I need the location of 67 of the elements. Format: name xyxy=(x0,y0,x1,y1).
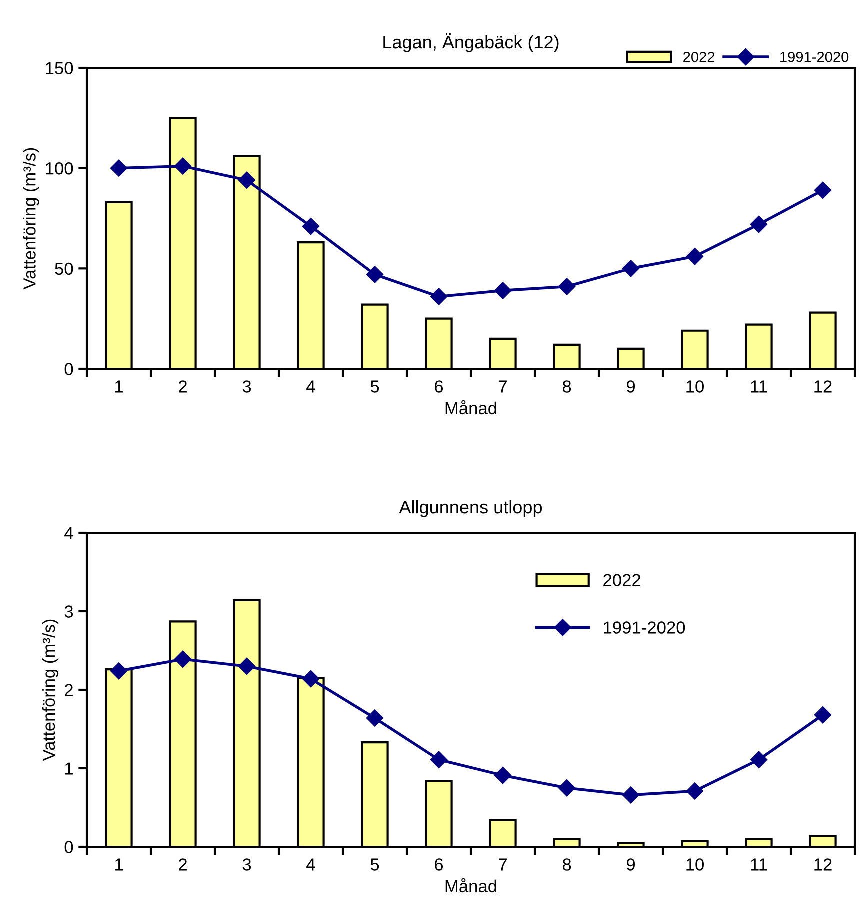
point xyxy=(750,751,768,768)
chart-title: Lagan, Ängabäck (12) xyxy=(384,33,559,52)
point xyxy=(494,767,512,784)
x-tick-label: 9 xyxy=(626,380,636,393)
y-tick-label: 150 xyxy=(46,62,74,74)
x-tick-label: 5 xyxy=(370,380,380,393)
y-axis-title: Vattenföring (m³/s) xyxy=(42,620,59,762)
point xyxy=(814,706,832,724)
point xyxy=(622,260,640,278)
point xyxy=(430,288,448,306)
point xyxy=(110,662,128,680)
x-tick-label: 6 xyxy=(435,858,444,871)
x-tick-label: 8 xyxy=(562,858,572,871)
y-tick-label: 0 xyxy=(64,841,74,854)
x-tick-label: 1 xyxy=(115,380,123,393)
x-tick-label: 11 xyxy=(751,380,768,393)
point xyxy=(622,786,640,804)
legend-label: 2022 xyxy=(604,574,641,586)
point xyxy=(558,278,576,296)
x-tick-label: 4 xyxy=(306,858,316,871)
point xyxy=(686,782,704,800)
y-tick-label: 1 xyxy=(65,762,73,775)
y-axis-title: Vattenföring (m³/s) xyxy=(23,148,40,290)
x-tick-label: 3 xyxy=(242,380,252,393)
legend-label: 1991-2020 xyxy=(604,622,686,634)
x-tick-label: 7 xyxy=(499,380,507,393)
x-tick-label: 5 xyxy=(370,858,380,871)
chart-title: Allgunnens utlopp xyxy=(399,500,542,518)
point xyxy=(302,218,320,236)
x-tick-label: 1 xyxy=(115,858,123,871)
point xyxy=(814,182,832,199)
point xyxy=(750,216,768,234)
y-tick-label: 2 xyxy=(65,684,73,696)
point xyxy=(238,658,256,675)
x-tick-label: 3 xyxy=(242,858,252,871)
y-tick-label: 50 xyxy=(55,262,74,276)
point xyxy=(366,710,384,727)
x-tick-label: 4 xyxy=(306,380,316,393)
y-tick-label: 4 xyxy=(64,527,74,540)
x-axis-title: Månad xyxy=(446,400,496,415)
legend-label: 2022 xyxy=(684,52,715,62)
x-axis-title: Månad xyxy=(446,878,496,893)
x-tick-label: 9 xyxy=(626,858,636,871)
x-tick-label: 2 xyxy=(179,380,187,393)
point xyxy=(302,670,320,688)
y-tick-label: 100 xyxy=(46,162,74,175)
x-tick-label: 10 xyxy=(686,858,704,871)
point xyxy=(238,172,256,189)
point xyxy=(174,158,192,175)
legend-label: 1991-2020 xyxy=(780,52,849,62)
point xyxy=(686,248,704,266)
x-tick-label: 12 xyxy=(814,380,832,393)
point xyxy=(558,780,576,797)
x-tick-label: 12 xyxy=(814,858,832,871)
x-tick-label: 6 xyxy=(435,380,444,393)
point xyxy=(494,282,512,300)
x-tick-label: 8 xyxy=(562,380,572,393)
point xyxy=(110,160,128,177)
x-tick-label: 11 xyxy=(751,858,768,871)
x-tick-label: 7 xyxy=(499,858,507,871)
y-tick-label: 3 xyxy=(64,606,74,618)
x-tick-label: 10 xyxy=(686,380,704,393)
point xyxy=(430,751,448,768)
point xyxy=(366,266,384,284)
y-tick-label: 0 xyxy=(64,363,74,376)
x-tick-label: 2 xyxy=(179,858,187,871)
point xyxy=(174,650,192,668)
